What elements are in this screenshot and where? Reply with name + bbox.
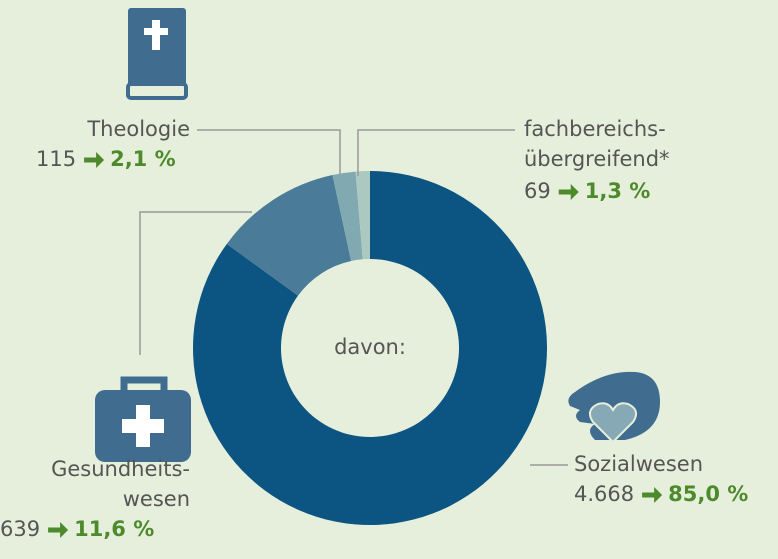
segment-label: Theologie bbox=[86, 117, 190, 141]
leader-line bbox=[139, 211, 252, 355]
segment-label: Gesundheits- bbox=[51, 457, 190, 481]
count-label: 115 bbox=[36, 147, 76, 171]
donut-segment bbox=[226, 175, 352, 296]
health-icon bbox=[95, 376, 191, 462]
segment-label: Sozialwesen bbox=[574, 452, 703, 476]
donut-segment bbox=[355, 171, 370, 260]
leader-line bbox=[357, 129, 515, 176]
count-label: 639 bbox=[0, 517, 40, 541]
percent-label: 11,6 % bbox=[74, 517, 154, 541]
count-label: 69 bbox=[524, 179, 551, 203]
arrow bbox=[84, 152, 105, 168]
leader-line bbox=[197, 129, 341, 174]
donut-segment bbox=[332, 171, 363, 262]
social-icon bbox=[568, 371, 660, 444]
segment-label: wesen bbox=[123, 487, 190, 511]
percent-label: 1,3 % bbox=[585, 179, 651, 203]
percent-label: 85,0 % bbox=[668, 482, 748, 506]
arrow bbox=[642, 487, 663, 503]
center-label: davon: bbox=[334, 335, 406, 359]
segment-label: fachbereichs- bbox=[524, 117, 666, 141]
arrow bbox=[48, 522, 69, 538]
arrow bbox=[558, 184, 579, 200]
percent-label: 2,1 % bbox=[110, 147, 176, 171]
theology-icon bbox=[126, 8, 188, 100]
count-label: 4.668 bbox=[574, 482, 634, 506]
donut-segment bbox=[192, 171, 547, 525]
segment-label: übergreifend* bbox=[524, 147, 670, 171]
